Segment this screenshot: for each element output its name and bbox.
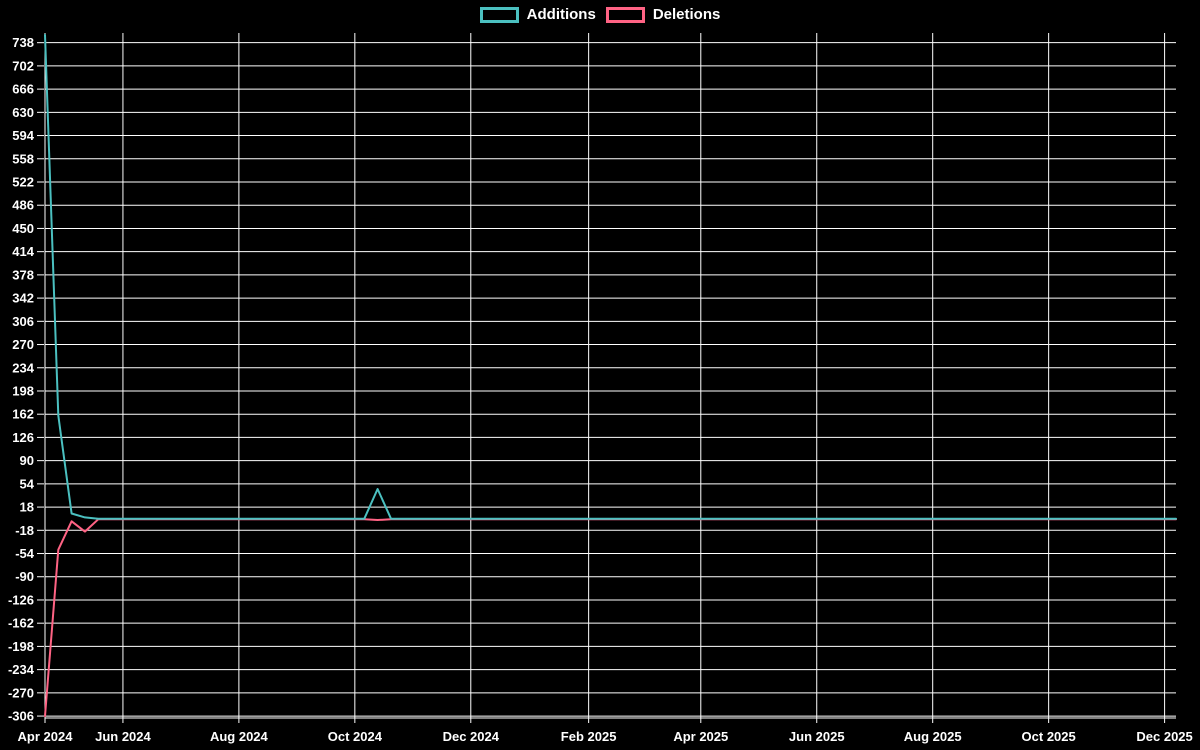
svg-text:486: 486 (12, 198, 34, 213)
deletions-legend-swatch-icon (605, 7, 645, 23)
legend-item-deletions[interactable]: Deletions (605, 6, 721, 23)
svg-text:-90: -90 (15, 569, 34, 584)
svg-text:Apr 2025: Apr 2025 (673, 729, 728, 744)
additions-legend-swatch-icon (479, 7, 519, 23)
legend-item-additions[interactable]: Additions (479, 6, 596, 23)
svg-text:-162: -162 (8, 616, 34, 631)
svg-text:Aug 2025: Aug 2025 (904, 729, 962, 744)
svg-text:558: 558 (12, 151, 34, 166)
deletions-legend-label: Deletions (652, 6, 721, 23)
svg-text:-270: -270 (8, 685, 34, 700)
svg-text:306: 306 (12, 314, 34, 329)
svg-text:270: 270 (12, 337, 34, 352)
svg-text:-126: -126 (8, 592, 34, 607)
svg-text:Oct 2025: Oct 2025 (1022, 729, 1076, 744)
svg-text:126: 126 (12, 430, 34, 445)
svg-text:414: 414 (12, 244, 34, 259)
svg-text:162: 162 (12, 407, 34, 422)
svg-text:Aug 2024: Aug 2024 (210, 729, 269, 744)
svg-text:Apr 2024: Apr 2024 (18, 729, 74, 744)
chart-legend: Additions Deletions (0, 7, 1200, 23)
svg-text:738: 738 (12, 35, 34, 50)
svg-text:18: 18 (20, 500, 34, 515)
svg-text:-234: -234 (8, 662, 35, 677)
svg-text:Jun 2024: Jun 2024 (95, 729, 151, 744)
svg-text:198: 198 (12, 383, 34, 398)
svg-text:-198: -198 (8, 639, 34, 654)
svg-text:702: 702 (12, 58, 34, 73)
svg-text:-18: -18 (15, 523, 34, 538)
svg-text:234: 234 (12, 360, 34, 375)
svg-text:450: 450 (12, 221, 34, 236)
svg-text:594: 594 (12, 128, 34, 143)
svg-text:666: 666 (12, 82, 34, 97)
svg-text:Feb 2025: Feb 2025 (561, 729, 617, 744)
svg-text:Jun 2025: Jun 2025 (789, 729, 845, 744)
additions-legend-label: Additions (526, 6, 596, 23)
svg-text:Oct 2024: Oct 2024 (328, 729, 383, 744)
svg-text:90: 90 (20, 453, 34, 468)
svg-text:54: 54 (20, 476, 35, 491)
svg-text:522: 522 (12, 174, 34, 189)
svg-text:378: 378 (12, 267, 34, 282)
svg-text:630: 630 (12, 105, 34, 120)
svg-text:Dec 2024: Dec 2024 (443, 729, 500, 744)
svg-text:342: 342 (12, 291, 34, 306)
svg-text:-306: -306 (8, 709, 34, 724)
svg-text:-54: -54 (15, 546, 35, 561)
svg-text:Dec 2025: Dec 2025 (1136, 729, 1192, 744)
